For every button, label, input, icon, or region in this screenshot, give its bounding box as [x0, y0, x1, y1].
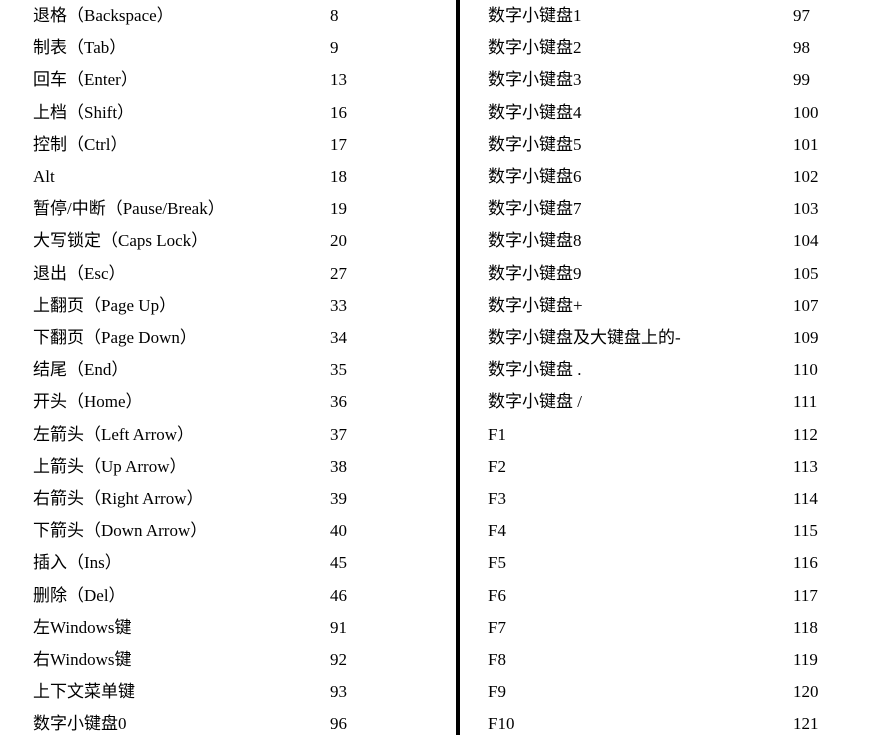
key-code: 116	[793, 553, 818, 573]
key-code: 115	[793, 521, 818, 541]
key-code: 109	[793, 328, 819, 347]
key-name: 数字小键盘及大键盘上的-	[488, 328, 681, 347]
key-name: 数字小键盘5	[488, 134, 582, 154]
key-name: 数字小键盘1	[488, 6, 582, 25]
key-name: 上下文菜单键	[33, 682, 135, 702]
key-code: 35	[330, 360, 347, 380]
key-code: 91	[330, 617, 347, 637]
key-name: 上箭头（Up Arrow）	[33, 456, 187, 476]
key-name: 结尾（End）	[33, 360, 129, 380]
key-name: 回车（Enter）	[33, 70, 138, 90]
key-code: 39	[330, 489, 347, 508]
key-code: 17	[330, 134, 347, 154]
key-name: 大写锁定（Caps Lock）	[33, 231, 209, 251]
key-code: 9	[330, 38, 339, 58]
key-code: 101	[793, 134, 819, 154]
key-code: 111	[793, 392, 818, 412]
key-name: 数字小键盘 /	[488, 392, 582, 412]
key-name: 数字小键盘8	[488, 231, 582, 251]
key-name: 数字小键盘7	[488, 199, 582, 219]
key-code: 100	[793, 102, 819, 122]
key-code: 119	[793, 650, 818, 669]
key-code: 38	[330, 456, 347, 476]
key-code: 110	[793, 360, 818, 380]
key-code: 121	[793, 714, 819, 734]
key-code: 102	[793, 167, 819, 186]
key-code: 120	[793, 682, 819, 702]
key-code: 107	[793, 295, 819, 315]
key-name: 数字小键盘9	[488, 263, 582, 283]
key-name: 数字小键盘4	[488, 102, 582, 122]
key-name: F6	[488, 585, 506, 605]
key-name: F1	[488, 424, 506, 444]
key-name: 数字小键盘6	[488, 167, 582, 186]
key-code: 104	[793, 231, 819, 251]
key-name: F3	[488, 489, 506, 508]
key-code: 19	[330, 199, 347, 219]
key-name: F9	[488, 682, 506, 702]
key-code: 118	[793, 617, 818, 637]
key-name: 退格（Backspace）	[33, 6, 174, 25]
key-code: 113	[793, 456, 818, 476]
key-name: 数字小键盘+	[488, 295, 583, 315]
key-code: 93	[330, 682, 347, 702]
key-code: 92	[330, 650, 347, 669]
key-name: 右箭头（Right Arrow）	[33, 489, 204, 508]
key-name: 下箭头（Down Arrow）	[33, 521, 208, 541]
key-name: 上翻页（Page Up）	[33, 295, 177, 315]
key-code: 37	[330, 424, 347, 444]
key-name: 数字小键盘0	[33, 714, 127, 734]
key-name: Alt	[33, 167, 55, 186]
key-code: 105	[793, 263, 819, 283]
key-name: 数字小键盘3	[488, 70, 582, 90]
key-name: F7	[488, 617, 506, 637]
key-code: 16	[330, 102, 347, 122]
key-name: 控制（Ctrl）	[33, 134, 128, 154]
key-code: 117	[793, 585, 818, 605]
key-name: 数字小键盘 .	[488, 360, 582, 380]
key-code: 40	[330, 521, 347, 541]
key-code: 20	[330, 231, 347, 251]
key-code: 103	[793, 199, 819, 219]
key-name: F8	[488, 650, 506, 669]
key-name: 删除（Del）	[33, 585, 126, 605]
key-code: 46	[330, 585, 347, 605]
key-name: 暂停/中断（Pause/Break）	[33, 199, 225, 219]
key-name: 开头（Home）	[33, 392, 143, 412]
key-code: 96	[330, 714, 347, 734]
key-code: 18	[330, 167, 347, 186]
column-divider	[456, 0, 460, 735]
key-code: 114	[793, 489, 818, 508]
key-name: 插入（Ins）	[33, 553, 122, 573]
key-name: F4	[488, 521, 506, 541]
key-name: 上档（Shift）	[33, 102, 135, 122]
key-code: 27	[330, 263, 347, 283]
key-name: 左箭头（Left Arrow）	[33, 424, 195, 444]
key-code: 33	[330, 295, 347, 315]
key-name: 左Windows键	[33, 617, 132, 637]
key-code: 34	[330, 328, 347, 347]
key-name: 退出（Esc）	[33, 263, 126, 283]
key-code: 97	[793, 6, 810, 25]
key-code: 36	[330, 392, 347, 412]
key-code: 13	[330, 70, 347, 90]
key-name: F5	[488, 553, 506, 573]
key-name: 制表（Tab）	[33, 38, 127, 58]
key-name: 数字小键盘2	[488, 38, 582, 58]
key-name: F2	[488, 456, 506, 476]
key-code: 98	[793, 38, 810, 58]
key-code: 99	[793, 70, 810, 90]
key-name: F10	[488, 714, 515, 734]
key-code: 45	[330, 553, 347, 573]
key-name: 右Windows键	[33, 650, 132, 669]
key-code: 8	[330, 6, 339, 25]
key-code: 112	[793, 424, 818, 444]
key-name: 下翻页（Page Down）	[33, 328, 197, 347]
